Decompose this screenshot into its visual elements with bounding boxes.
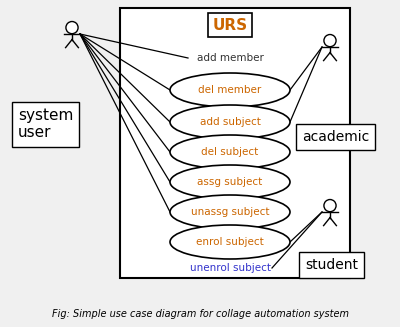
Text: URS: URS xyxy=(212,18,248,32)
Text: del member: del member xyxy=(198,85,262,95)
Text: unenrol subject: unenrol subject xyxy=(190,263,270,273)
Text: add subject: add subject xyxy=(200,117,260,127)
Text: academic: academic xyxy=(302,130,369,144)
Text: Fig: Simple use case diagram for collage automation system: Fig: Simple use case diagram for collage… xyxy=(52,309,348,319)
Text: system
user: system user xyxy=(18,108,73,140)
Ellipse shape xyxy=(170,165,290,199)
Circle shape xyxy=(66,22,78,34)
Ellipse shape xyxy=(170,105,290,139)
Text: enrol subject: enrol subject xyxy=(196,237,264,247)
Bar xyxy=(120,8,350,278)
Ellipse shape xyxy=(170,73,290,107)
Ellipse shape xyxy=(170,195,290,229)
Ellipse shape xyxy=(170,135,290,169)
Text: add member: add member xyxy=(196,53,264,63)
Circle shape xyxy=(324,35,336,47)
Text: del subject: del subject xyxy=(201,147,259,157)
Text: assg subject: assg subject xyxy=(197,177,263,187)
Text: student: student xyxy=(305,258,358,272)
Ellipse shape xyxy=(170,225,290,259)
Text: unassg subject: unassg subject xyxy=(191,207,269,217)
Circle shape xyxy=(324,199,336,212)
